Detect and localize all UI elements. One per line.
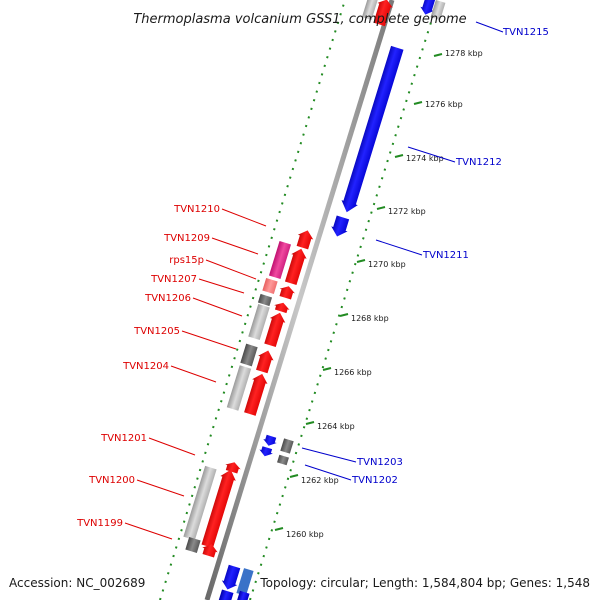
coordinate-ticks: 1278 kbp 1276 kbp 1274 kbp 1272 kbp 1270 kbp… — [274, 49, 483, 539]
tick-label: 1274 kbp — [406, 154, 444, 163]
label-leader-line — [475, 21, 504, 33]
gene-tvn1200-pseudo — [183, 465, 217, 541]
label-leader-line — [407, 146, 456, 163]
reverse-gene-label[interactable]: TVN1200 — [88, 475, 135, 486]
gene-tvn1209 — [284, 248, 307, 285]
gene-tvn1200 — [201, 469, 236, 548]
tick-mark — [356, 259, 366, 263]
gene-tvn1199-pseudo — [185, 537, 201, 553]
gene-gray-top — [361, 0, 379, 20]
reverse-gene-label[interactable]: TVN1199 — [76, 518, 123, 529]
reverse-gene-label[interactable]: TVN1210 — [173, 204, 220, 215]
reverse-gene-label[interactable]: TVN1206 — [144, 293, 191, 304]
label-leader-line — [221, 208, 267, 227]
gene-tvn1199 — [202, 544, 218, 558]
gene-rps15p — [279, 286, 295, 300]
gene-tvn1206 — [264, 312, 286, 348]
gene-blue-bottom-b — [236, 568, 254, 596]
reverse-gene-label[interactable]: TVN1205 — [133, 326, 180, 337]
label-leader-line — [375, 239, 423, 256]
tick-mark — [413, 101, 423, 105]
label-leader-line — [136, 479, 185, 497]
gene-blue-bottom-c — [218, 589, 234, 600]
gene-features — [183, 0, 446, 600]
gene-tvn1205 — [256, 350, 274, 374]
tick-label: 1276 kbp — [425, 100, 463, 109]
label-leader-line — [124, 522, 173, 540]
gene-tvn1203-a — [263, 434, 277, 446]
gene-tvn1204 — [244, 373, 268, 416]
label-leader-line — [170, 365, 217, 383]
gene-labels: TVN1215 TVN1212 TVN1211 TVN1203 TVN1202 TVN12… — [76, 21, 549, 540]
gene-tvn1203-pseudo — [280, 438, 294, 454]
gene-tvn1206-pseudo — [248, 303, 270, 341]
tick-label: 1272 kbp — [388, 207, 426, 216]
tick-label: 1262 kbp — [301, 476, 339, 485]
gene-tvn1211 — [331, 215, 350, 237]
tick-mark — [289, 474, 299, 478]
label-leader-line — [205, 259, 257, 280]
gene-blue-bottom-d — [236, 590, 250, 600]
label-leader-line — [301, 447, 357, 463]
tick-label: 1266 kbp — [334, 368, 372, 377]
tick-label: 1278 kbp — [445, 49, 483, 58]
gene-tvn1201 — [225, 462, 241, 474]
tick-label: 1264 kbp — [317, 422, 355, 431]
tick-label: 1260 kbp — [286, 530, 324, 539]
gene-tvn1204-pseudo — [226, 365, 252, 411]
label-leader-line — [181, 330, 237, 350]
gene-red-top — [373, 0, 393, 27]
tick-mark — [322, 367, 332, 371]
gene-tvn1203-b — [259, 446, 273, 457]
topology-summary: Topology: circular; Length: 1,584,804 bp… — [259, 576, 590, 590]
tick-mark — [433, 53, 443, 57]
gene-blue-top — [420, 0, 436, 15]
label-leader-line — [148, 437, 196, 456]
gene-tvn1207 — [274, 302, 290, 314]
tick-label: 1270 kbp — [368, 260, 406, 269]
gene-gray-top-right — [430, 0, 446, 21]
gene-tvn1209-rna — [268, 241, 292, 279]
reverse-gene-label[interactable]: TVN1209 — [163, 233, 210, 244]
forward-gene-label[interactable]: TVN1203 — [356, 457, 403, 468]
gene-tvn1205-pseudo — [240, 343, 258, 367]
gene-tvn1207-pseudo — [257, 293, 273, 307]
gene-tvn1212 — [341, 45, 404, 213]
tick-mark — [339, 313, 349, 317]
tick-mark — [376, 206, 386, 210]
tick-mark — [394, 154, 404, 158]
right-tick-track — [249, 0, 439, 600]
forward-gene-label[interactable]: TVN1202 — [351, 475, 398, 486]
accession-text: Accession: NC_002689 — [9, 576, 145, 590]
forward-gene-label[interactable]: TVN1212 — [455, 157, 502, 168]
label-leader-line — [192, 297, 243, 317]
tick-label: 1268 kbp — [351, 314, 389, 323]
left-tick-track — [159, 0, 346, 600]
gene-blue-bottom-a — [221, 564, 241, 590]
forward-gene-label[interactable]: TVN1211 — [422, 250, 469, 261]
map-title: Thermoplasma volcanium GSS1, complete ge… — [133, 12, 466, 27]
reverse-gene-label[interactable]: TVN1201 — [100, 433, 147, 444]
label-leader-line — [211, 237, 259, 255]
reverse-gene-label[interactable]: rps15p — [169, 255, 204, 266]
tick-mark — [274, 527, 284, 531]
reverse-gene-label[interactable]: TVN1204 — [122, 361, 169, 372]
label-leader-line — [304, 464, 352, 481]
tick-mark — [305, 421, 315, 425]
reverse-gene-label[interactable]: TVN1207 — [150, 274, 197, 285]
gene-tvn1202-pseudo — [277, 454, 289, 466]
forward-gene-label[interactable]: TVN1215 — [502, 27, 549, 38]
gene-tvn1210 — [296, 230, 314, 250]
gene-rps15p-rna — [262, 278, 278, 294]
genome-backbone — [204, 0, 395, 600]
label-leader-line — [198, 278, 245, 294]
